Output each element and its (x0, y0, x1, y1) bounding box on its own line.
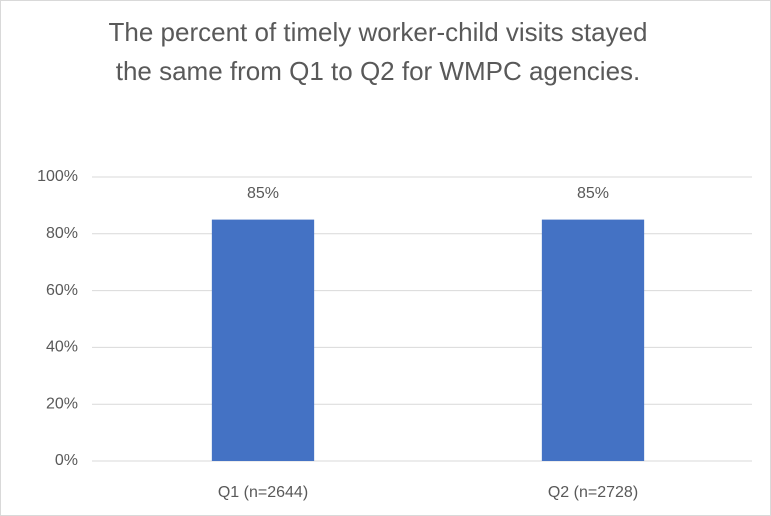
y-tick-label: 80% (46, 225, 78, 242)
bar (541, 219, 645, 461)
y-tick-label: 100% (37, 168, 78, 185)
chart-title: The percent of timely worker-child visit… (108, 17, 648, 86)
data-label: 85% (577, 185, 609, 202)
y-tick-label: 0% (55, 452, 78, 469)
y-tick-label: 60% (46, 282, 78, 299)
bar (211, 219, 315, 461)
x-tick-label: Q1 (n=2644) (218, 484, 308, 501)
y-tick-label: 20% (46, 395, 78, 412)
data-label: 85% (247, 185, 279, 202)
y-tick-label: 40% (46, 339, 78, 356)
x-tick-label: Q2 (n=2728) (548, 484, 638, 501)
